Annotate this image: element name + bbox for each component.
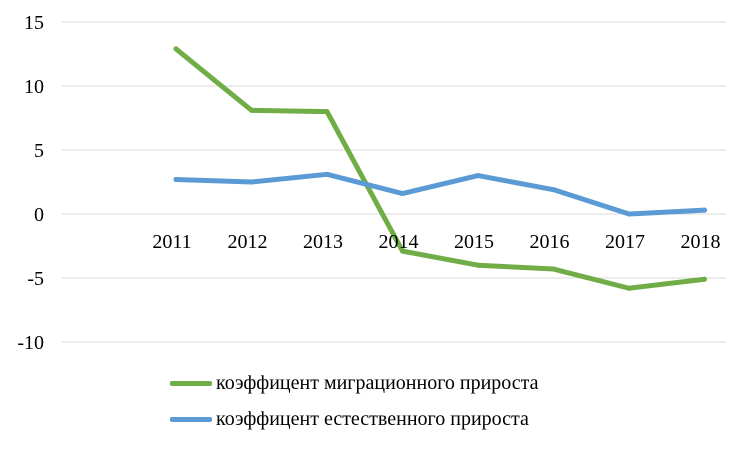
x-tick-label: 2017: [605, 231, 645, 253]
x-axis-ticks: 2011 2012 2013 2014 2015 2016 2017 2018: [152, 231, 720, 253]
x-tick-label: 2013: [303, 231, 343, 253]
data-point: [475, 173, 481, 179]
data-point: [626, 285, 632, 291]
x-tick-label: 2012: [228, 231, 268, 253]
data-point: [324, 171, 330, 177]
legend-item-migration: коэффицент миграционного прироста: [170, 370, 539, 396]
gridlines: [62, 21, 726, 343]
y-tick-label: 5: [34, 140, 44, 162]
legend: коэффицент миграционного прироста коэффи…: [170, 370, 539, 442]
data-point: [702, 207, 707, 213]
data-point: [626, 211, 632, 217]
legend-swatch-migration: [170, 380, 212, 386]
y-axis-ticks: -10 -5 0 5 10 15: [17, 12, 44, 354]
legend-item-natural: коэффицент естественного прироста: [170, 406, 539, 432]
data-point: [249, 107, 254, 113]
y-tick-label: 0: [34, 204, 44, 226]
y-tick-label: -10: [17, 332, 44, 354]
x-tick-label: 2016: [530, 231, 570, 253]
x-tick-label: 2018: [681, 231, 721, 253]
data-point: [249, 179, 254, 185]
data-point: [400, 191, 405, 197]
x-tick-label: 2015: [454, 231, 494, 253]
legend-label-migration: коэффицент миграционного прироста: [216, 371, 539, 394]
x-tick-label: 2011: [152, 231, 191, 253]
data-point: [702, 276, 707, 282]
data-point: [551, 266, 556, 272]
data-point: [324, 109, 330, 115]
data-point: [551, 187, 556, 193]
data-point: [475, 262, 481, 268]
data-point: [173, 176, 179, 182]
legend-label-natural: коэффицент естественного прироста: [216, 407, 529, 430]
data-point: [400, 248, 405, 254]
y-tick-label: 15: [24, 12, 44, 34]
y-tick-label: -5: [27, 268, 44, 290]
series-line-0: [173, 46, 707, 291]
series-line-1: [173, 171, 707, 217]
data-point: [173, 46, 179, 52]
legend-swatch-natural: [170, 416, 212, 422]
x-tick-label: 2014: [379, 231, 419, 253]
series-lines: [173, 46, 707, 291]
y-tick-label: 10: [24, 76, 44, 98]
